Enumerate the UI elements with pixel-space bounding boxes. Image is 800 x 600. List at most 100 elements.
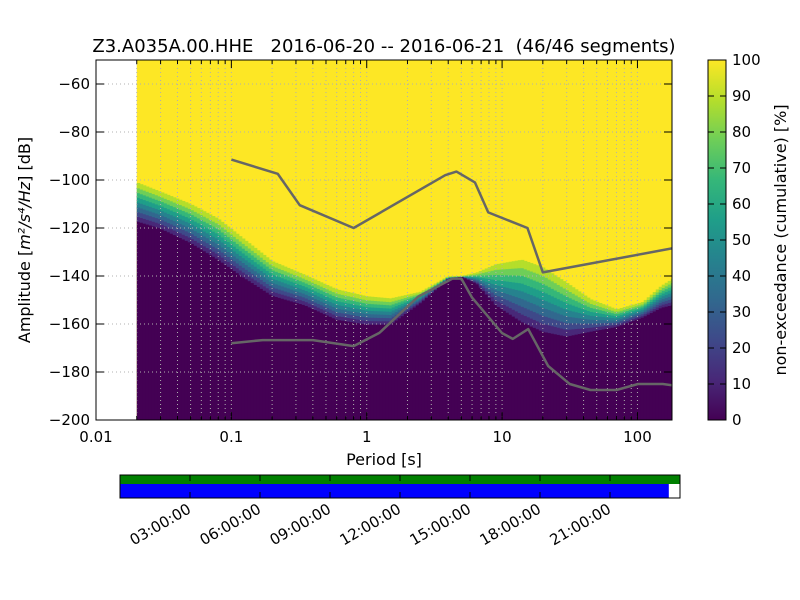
- heatmap-cell-band: [586, 318, 591, 324]
- heatmap-cell-band: [643, 313, 648, 317]
- heatmap-cell-band: [175, 207, 180, 214]
- heatmap-cell-band: [559, 293, 564, 301]
- heatmap-cell-band: [271, 261, 276, 267]
- heatmap-cell-band: [595, 301, 600, 306]
- heatmap-cell-band: [442, 278, 447, 280]
- heatmap-cell-band: [550, 295, 555, 304]
- heatmap-cell-band: [424, 294, 429, 296]
- heatmap-cell-band: [343, 291, 348, 296]
- heatmap-cell-band: [274, 283, 279, 289]
- heatmap-cell-band: [409, 305, 414, 308]
- heatmap-cell-band: [307, 276, 312, 282]
- heatmap-cell-band: [475, 273, 480, 276]
- heatmap-cell-0: [391, 322, 396, 420]
- heatmap-cell-band: [226, 256, 231, 262]
- heatmap-cell-band: [136, 187, 141, 194]
- heatmap-cell-band: [469, 278, 474, 281]
- heatmap-cell-band: [481, 280, 486, 284]
- heatmap-cell-band: [529, 270, 534, 280]
- heatmap-cell-band: [538, 290, 543, 299]
- heatmap-cell-0: [226, 266, 231, 420]
- heatmap-cell-band: [241, 243, 246, 249]
- heatmap-cell-0: [664, 306, 669, 420]
- heatmap-cell-band: [523, 307, 528, 316]
- heatmap-cell-band: [628, 313, 633, 317]
- heatmap-cell-0: [283, 299, 288, 420]
- heatmap-cell-0: [352, 322, 357, 420]
- heatmap-cell-band: [259, 279, 264, 285]
- heatmap-cell-band: [532, 295, 537, 305]
- heatmap-cell-band: [646, 299, 651, 303]
- heatmap-cell-band: [505, 274, 510, 282]
- heatmap-cell-band: [649, 301, 654, 305]
- heatmap-cell-band: [553, 282, 558, 291]
- heatmap-cell-band: [346, 317, 351, 322]
- heatmap-cell-band: [295, 275, 300, 280]
- heatmap-cell-band: [313, 290, 318, 296]
- heatmap-cell-band: [298, 288, 303, 293]
- heatmap-cell-band: [253, 279, 258, 286]
- heatmap-cell-band: [175, 203, 180, 209]
- heatmap-cell-band: [634, 311, 639, 315]
- heatmap-cell-band: [592, 308, 597, 313]
- heatmap-cell-band: [346, 313, 351, 319]
- heatmap-cell-band: [286, 271, 291, 277]
- heatmap-cell-band: [547, 271, 552, 280]
- heatmap-cell-band: [406, 296, 411, 300]
- heatmap-cell-0: [592, 330, 597, 420]
- heatmap-cell-band: [277, 293, 282, 298]
- heatmap-cell-band: [481, 287, 486, 292]
- heatmap-cell-0: [364, 323, 369, 420]
- heatmap-cell-band: [367, 299, 372, 304]
- heatmap-cell-band: [250, 254, 255, 261]
- heatmap-cell-band: [253, 266, 258, 272]
- heatmap-cell-band: [580, 303, 585, 309]
- heatmap-cell-band: [484, 274, 489, 279]
- heatmap-cell-band: [148, 215, 153, 221]
- heatmap-cell-band: [175, 198, 180, 204]
- heatmap-cell-0: [244, 278, 249, 420]
- heatmap-cell-band: [649, 294, 654, 298]
- heatmap-cell-band: [172, 220, 177, 226]
- heatmap-cell-band: [667, 296, 672, 300]
- heatmap-cell-band: [322, 287, 327, 292]
- heatmap-cell-band: [355, 308, 360, 313]
- heatmap-cell-band: [592, 323, 597, 328]
- heatmap-cell-band: [511, 261, 516, 269]
- heatmap-cell-band: [178, 213, 183, 220]
- heatmap-cell-band: [391, 312, 396, 317]
- heatmap-cell-band: [511, 302, 516, 310]
- heatmap-cell-band: [646, 305, 651, 309]
- heatmap-cell-band: [157, 204, 162, 211]
- heatmap-cell-0: [340, 320, 345, 420]
- heatmap-cell-0: [196, 247, 201, 420]
- heatmap-cell-band: [268, 263, 273, 269]
- heatmap-cell-band: [199, 214, 204, 221]
- heatmap-cell-0: [517, 319, 522, 420]
- heatmap-cell-band: [574, 317, 579, 324]
- heatmap-cell-band: [211, 226, 216, 232]
- heatmap-cell-band: [628, 307, 633, 311]
- heatmap-cell-band: [421, 296, 426, 299]
- heatmap-cell-band: [322, 283, 327, 289]
- heatmap-cell-band: [283, 290, 288, 296]
- heatmap-cell-band: [571, 328, 576, 336]
- heatmap-cell-band: [661, 295, 666, 300]
- heatmap-cell-band: [235, 243, 240, 249]
- heatmap-cell-band: [538, 314, 543, 323]
- heatmap-cell-band: [589, 323, 594, 328]
- heatmap-cell-band: [346, 292, 351, 297]
- heatmap-cell-band: [658, 286, 663, 290]
- heatmap-cell-band: [313, 283, 318, 288]
- heatmap-cell-band: [499, 263, 504, 270]
- heatmap-cell-band: [556, 327, 561, 335]
- heatmap-cell-band: [241, 262, 246, 268]
- heatmap-cell-band: [430, 291, 435, 293]
- heatmap-cell-band: [592, 326, 597, 332]
- heatmap-cell-band: [334, 296, 339, 301]
- heatmap-cell-band: [409, 303, 414, 306]
- heatmap-cell-band: [340, 301, 345, 306]
- heatmap-cell-0: [277, 297, 282, 420]
- heatmap-cell-band: [661, 287, 666, 291]
